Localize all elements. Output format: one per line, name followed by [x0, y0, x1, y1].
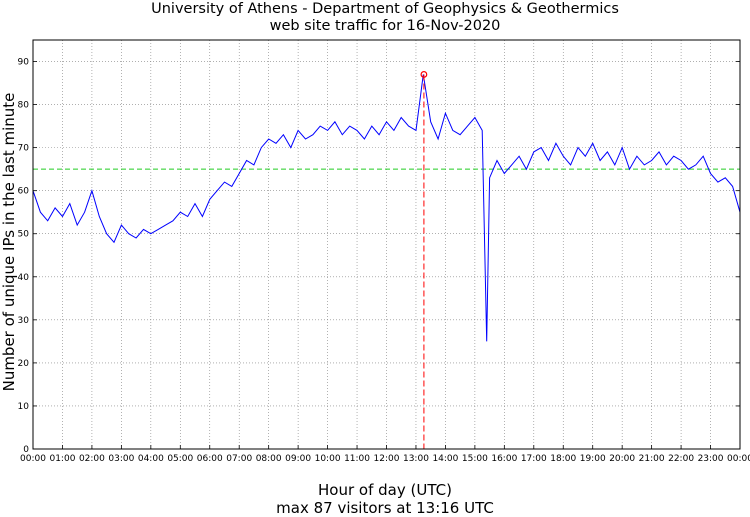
x-tick-label: 18:00 [550, 454, 576, 464]
y-tick-label: 80 [18, 101, 30, 111]
x-tick-label: 05:00 [167, 454, 193, 464]
x-tick-label: 02:00 [79, 454, 105, 464]
x-tick-label: 00:00 [20, 454, 46, 464]
y-tick-label: 90 [18, 58, 30, 68]
x-axis-label: Hour of day (UTC) [318, 481, 452, 499]
x-tick-label: 03:00 [108, 454, 134, 464]
chart-subtitle: web site traffic for 16-Nov-2020 [269, 18, 501, 34]
x-tick-label: 19:00 [580, 454, 606, 464]
x-tick-label: 17:00 [521, 454, 547, 464]
x-tick-label: 06:00 [197, 454, 223, 464]
y-tick-label: 0 [23, 445, 29, 455]
y-tick-label: 10 [18, 402, 30, 412]
x-tick-label: 23:00 [698, 454, 724, 464]
chart-title: University of Athens - Department of Geo… [151, 1, 619, 17]
x-tick-label: 09:00 [285, 454, 311, 464]
x-tick-label: 16:00 [491, 454, 517, 464]
y-tick-label: 40 [18, 273, 30, 283]
max-marker-point [420, 71, 428, 78]
y-tick-label: 70 [18, 144, 30, 154]
x-tick-label: 11:00 [344, 454, 370, 464]
y-axis-label: Number of unique IPs in the last minute [0, 93, 18, 392]
y-tick-label: 60 [18, 187, 30, 197]
x-tick-label: 22:00 [668, 454, 694, 464]
x-tick-label: 12:00 [374, 454, 400, 464]
y-tick-label: 20 [18, 359, 30, 369]
x-tick-label: 01:00 [49, 454, 75, 464]
x-tick-label: 07:00 [226, 454, 252, 464]
x-tick-label: 14:00 [432, 454, 458, 464]
y-tick-label: 50 [18, 230, 30, 240]
x-tick-label: 21:00 [639, 454, 665, 464]
x-tick-label: 10:00 [315, 454, 341, 464]
x-tick-label: 15:00 [462, 454, 488, 464]
x-tick-label: 00:00 [727, 454, 750, 464]
x-tick-label: 04:00 [138, 454, 164, 464]
traffic-series-line [32, 74, 741, 342]
x-tick-label: 13:00 [403, 454, 429, 464]
x-tick-label: 20:00 [609, 454, 635, 464]
plot-frame [32, 39, 741, 450]
y-tick-label: 30 [18, 316, 30, 326]
x-tick-label: 08:00 [256, 454, 282, 464]
max-visitors-caption: max 87 visitors at 13:16 UTC [276, 499, 494, 517]
